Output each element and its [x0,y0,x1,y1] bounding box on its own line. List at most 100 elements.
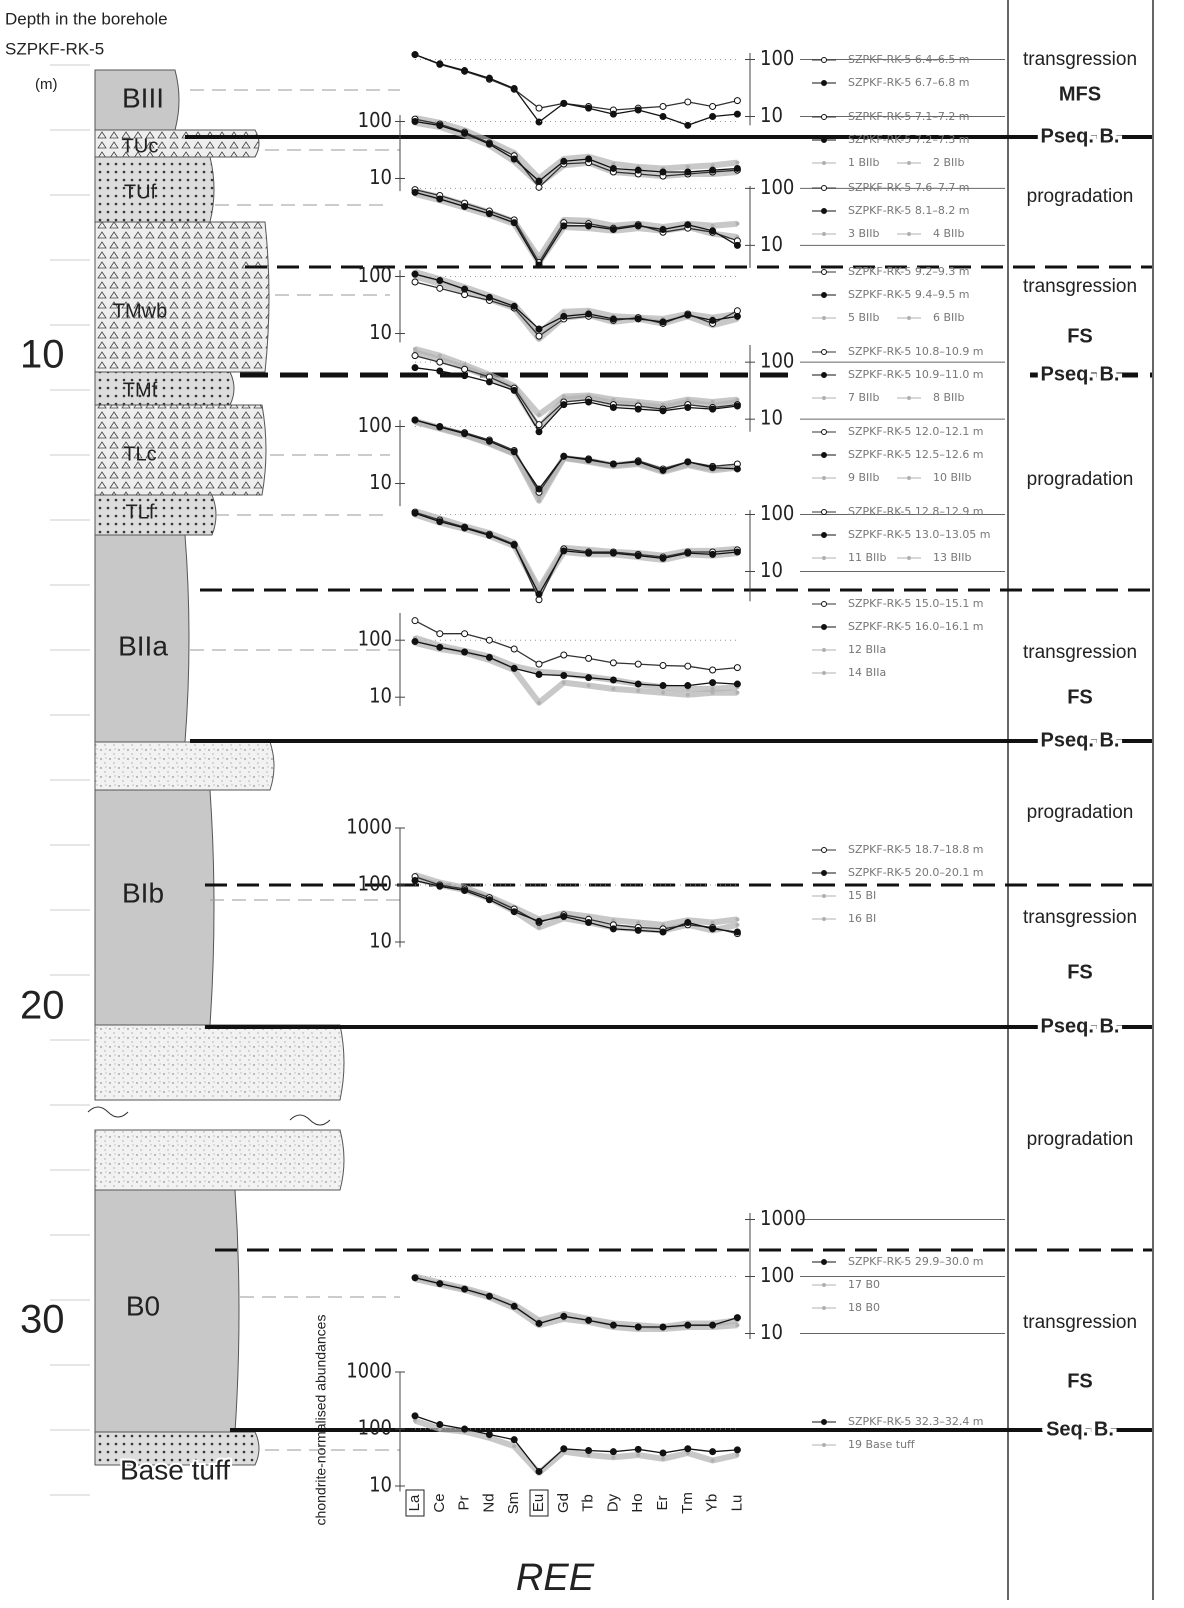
data-point [561,1313,567,1319]
sequence-label: FS [1067,325,1093,347]
header-line: Depth in the borehole [5,9,168,28]
data-point [734,98,740,104]
unit-label: TMf [123,379,158,401]
legend-label: 11 BIIb [848,551,887,564]
legend-marker [822,1260,827,1265]
data-point [710,167,716,173]
data-point [735,917,739,921]
data-point [511,646,517,652]
legend-label: SZPKF-RK-5 7.1–7.2 m [848,110,970,123]
data-point [635,223,641,229]
data-point [586,675,592,681]
y-tick-label: 10 [369,165,392,189]
unit-label: TUc [122,135,159,157]
x-tick-label: Gd [555,1493,572,1513]
legend-marker [822,138,827,143]
data-point [685,919,691,925]
legend-marker [822,293,827,298]
data-point [610,1322,616,1328]
data-point [412,279,418,285]
legend-label: SZPKF-RK-5 20.0–20.1 m [848,866,984,879]
legend-label: 1 BIIb [848,156,880,169]
data-point [610,660,616,666]
data-point [635,406,641,412]
y-tick-label: 10 [760,103,783,127]
sequence-label: transgression [1023,1312,1137,1333]
data-point [536,661,542,667]
data-point [561,914,567,920]
data-point [735,161,739,165]
data-point [462,204,468,210]
data-point [710,103,716,109]
x-tick-label: Yb [704,1494,721,1512]
legend-label: SZPKF-RK-5 9.2–9.3 m [848,265,970,278]
data-point [734,165,740,171]
sequence-label: transgression [1023,276,1137,297]
y-tick-label: 1000 [760,1206,806,1230]
data-point [735,691,739,695]
legend-marker [822,209,827,214]
data-point [610,405,616,411]
data-point [437,359,443,365]
data-point [537,413,541,417]
data-point [586,105,592,111]
header-line: SZPKF-RK-5 [5,39,104,58]
data-point [437,883,443,889]
legend-marker [822,58,827,63]
data-point [537,925,541,929]
data-point [635,459,641,465]
y-tick-label: 10 [369,320,392,344]
data-point [412,1275,418,1281]
data-point [660,408,666,414]
legend-label: SZPKF-RK-5 10.9–11.0 m [848,368,984,381]
data-point [710,317,716,323]
data-point [661,1457,665,1461]
sequence-label: Pseq. B. [1041,125,1120,147]
unit-label: TUf [124,181,157,203]
data-point [561,100,567,106]
y-tick-label: 1000 [346,1359,392,1383]
depth-label: 30 [20,1298,65,1342]
series-line [415,272,737,334]
data-point [437,519,443,525]
data-point [734,1315,740,1321]
data-point [586,156,592,162]
data-point [561,223,567,229]
legend-label: 12 BIIa [848,643,886,656]
legend-label: SZPKF-RK-5 7.6–7.7 m [848,181,970,194]
data-point [586,1317,592,1323]
data-point [536,333,542,339]
legend-label: 16 BI [848,912,876,925]
data-point [462,888,468,894]
sequence-label: Pseq. B. [1041,729,1120,751]
depth-label: 10 [20,333,65,377]
data-point [734,929,740,935]
y-tick-label: 10 [760,558,783,582]
legend-label: SZPKF-RK-5 6.4–6.5 m [848,53,970,66]
legend-label: SZPKF-RK-5 12.0–12.1 m [848,425,984,438]
data-point [486,294,492,300]
data-point [486,1432,492,1438]
legend-label: SZPKF-RK-5 13.0–13.05 m [848,528,991,541]
data-point [685,405,691,411]
data-point [412,638,418,644]
legend-marker [822,476,826,480]
data-point [660,683,666,689]
data-point [437,1421,443,1427]
data-point [486,75,492,81]
legend-label: SZPKF-RK-5 10.8–10.9 m [848,345,984,358]
data-point [412,353,418,359]
legend-label: 18 B0 [848,1301,880,1314]
data-point [735,923,739,927]
data-point [586,919,592,925]
legend-label: 10 BIIb [933,471,972,484]
data-point [660,555,666,561]
x-tick-label: Sm [505,1492,522,1515]
series-line [415,1416,737,1472]
series-line [415,274,737,329]
data-point [486,438,492,444]
data-point [536,105,542,111]
data-point [462,1286,468,1292]
legend-marker [907,316,911,320]
data-point [536,119,542,125]
